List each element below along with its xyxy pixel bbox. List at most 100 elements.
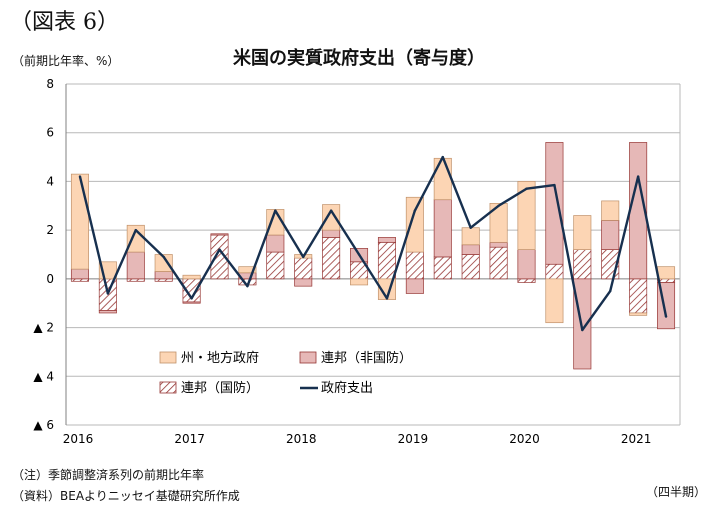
bar-federal-nondefense bbox=[433, 199, 452, 258]
y-tick-label: 2 bbox=[46, 223, 54, 237]
bar-federal-nondefense bbox=[210, 233, 229, 236]
line-total-government bbox=[78, 155, 668, 332]
y-tick-label: ▲ 2 bbox=[33, 321, 54, 335]
bar-federal-nondefense bbox=[294, 278, 313, 287]
total-line-layer bbox=[78, 155, 668, 332]
bar-federal-defense bbox=[573, 249, 592, 280]
line-point-total bbox=[162, 255, 165, 259]
bar-state-local bbox=[489, 203, 508, 243]
bar-state-local bbox=[545, 278, 564, 324]
legend-label-federal-nondefense: 連邦（非国防） bbox=[321, 350, 412, 366]
y-tick-label: ▲ 6 bbox=[33, 418, 54, 432]
bar-federal-nondefense bbox=[154, 271, 173, 280]
bar-federal-defense bbox=[294, 257, 313, 280]
y-tick-label: ▲ 4 bbox=[33, 369, 54, 383]
bar-state-local bbox=[657, 266, 676, 280]
bar-federal-nondefense bbox=[377, 237, 396, 243]
bar-state-local bbox=[433, 157, 452, 201]
x-tick-label: 2021 bbox=[621, 432, 652, 446]
line-point-total bbox=[497, 204, 500, 207]
bar-state-local bbox=[573, 215, 592, 250]
line-point-total bbox=[190, 297, 193, 300]
bar-state-local bbox=[182, 274, 201, 280]
bar-federal-nondefense bbox=[322, 229, 341, 238]
bar-federal-nondefense bbox=[517, 249, 536, 280]
line-point-total bbox=[218, 248, 221, 251]
bar-federal-defense bbox=[517, 278, 536, 283]
line-point-total bbox=[329, 209, 333, 212]
bar-state-local bbox=[154, 254, 173, 272]
period-label: （四半期） bbox=[645, 485, 706, 499]
bar-state-local bbox=[517, 181, 536, 250]
bar-federal-nondefense bbox=[489, 241, 508, 248]
bar-state-local bbox=[461, 227, 480, 246]
note-source: （資料）BEAよりニッセイ基礎研究所作成 bbox=[12, 489, 240, 503]
bar-federal-nondefense bbox=[70, 268, 89, 280]
legend-swatch-federal-defense bbox=[159, 381, 177, 394]
unit-label: （前期比年率、%） bbox=[12, 54, 120, 68]
bar-state-local bbox=[601, 200, 620, 221]
bar-federal-nondefense bbox=[266, 234, 285, 253]
bar-federal-nondefense bbox=[461, 244, 480, 255]
bar-federal-defense bbox=[154, 278, 173, 282]
y-tick-labels: 8 6 4 2 0 ▲ 2 ▲ 4 ▲ 6 bbox=[33, 77, 54, 432]
bar-federal-nondefense bbox=[98, 310, 117, 314]
bar-federal-defense bbox=[545, 263, 564, 280]
x-tick-labels: 2016 2017 2018 2019 2020 2021 bbox=[63, 432, 652, 446]
bar-federal-defense bbox=[266, 251, 285, 280]
bar-state-local bbox=[238, 266, 257, 274]
bar-federal-defense bbox=[433, 256, 452, 280]
x-tick-label: 2018 bbox=[286, 432, 317, 446]
line-point-total bbox=[553, 183, 556, 187]
line-point-total bbox=[469, 226, 472, 229]
bar-federal-defense bbox=[126, 278, 145, 282]
y-tick-label: 6 bbox=[46, 126, 54, 140]
bar-federal-defense bbox=[461, 254, 480, 280]
bar-federal-nondefense bbox=[601, 220, 620, 250]
line-point-total bbox=[664, 315, 668, 318]
line-point-total bbox=[274, 209, 277, 212]
note-seasonal: （注）季節調整済系列の前期比年率 bbox=[12, 468, 205, 482]
bar-federal-nondefense bbox=[405, 278, 424, 294]
bar-federal-defense bbox=[70, 278, 89, 282]
bar-state-local bbox=[629, 312, 648, 316]
line-point-total bbox=[134, 228, 137, 232]
legend: 州・地方政府 連邦（非国防） 連邦（国防） 政府支出 bbox=[159, 350, 412, 396]
bars bbox=[70, 142, 676, 370]
bar-federal-defense bbox=[377, 241, 396, 280]
line-point-total bbox=[78, 175, 82, 178]
line-point-total bbox=[106, 292, 110, 295]
chart-title: 米国の実質政府支出（寄与度） bbox=[233, 48, 485, 69]
line-point-total bbox=[581, 328, 584, 332]
line-point-total bbox=[609, 289, 612, 293]
line-point-total bbox=[636, 175, 640, 178]
bar-federal-defense bbox=[629, 278, 648, 314]
line-point-total bbox=[302, 255, 305, 259]
legend-label-state-local: 州・地方政府 bbox=[181, 350, 259, 366]
line-point-total bbox=[385, 297, 389, 300]
line-point-total bbox=[246, 284, 249, 288]
legend-swatch-federal-nondefense bbox=[299, 351, 317, 364]
bar-federal-nondefense bbox=[182, 301, 201, 304]
line-point-total bbox=[525, 187, 528, 190]
y-tick-label: 8 bbox=[46, 77, 54, 91]
bar-state-local bbox=[70, 173, 89, 270]
line-point-total bbox=[357, 253, 361, 256]
y-tick-label: 4 bbox=[46, 174, 54, 188]
legend-swatch-state-local bbox=[159, 351, 177, 364]
bar-federal-defense bbox=[405, 251, 424, 280]
bar-state-local bbox=[405, 196, 424, 253]
bar-state-local bbox=[322, 204, 341, 231]
x-tick-label: 2017 bbox=[174, 432, 205, 446]
figure-label: （図表 6） bbox=[10, 10, 119, 35]
x-tick-label: 2019 bbox=[398, 432, 429, 446]
bar-federal-defense bbox=[322, 237, 341, 280]
bar-state-local bbox=[350, 278, 369, 286]
x-tick-label: 2016 bbox=[63, 432, 94, 446]
y-tick-label: 0 bbox=[46, 272, 54, 286]
bar-federal-nondefense bbox=[545, 142, 564, 265]
bar-federal-nondefense bbox=[126, 251, 145, 280]
legend-label-total: 政府支出 bbox=[321, 381, 373, 396]
line-point-total bbox=[441, 155, 444, 159]
